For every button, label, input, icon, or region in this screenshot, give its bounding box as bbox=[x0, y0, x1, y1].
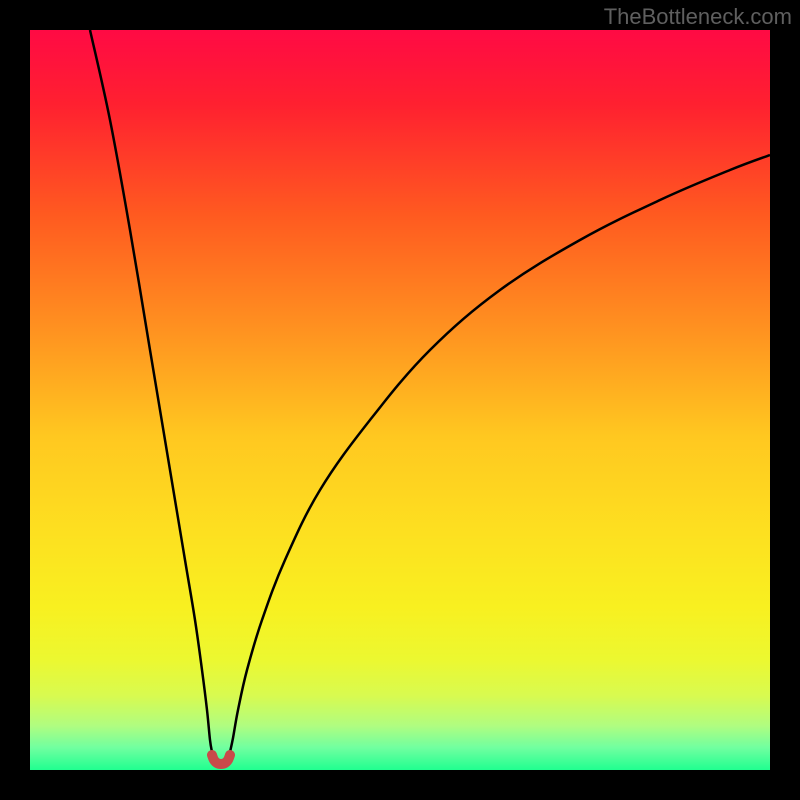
bottleneck-chart bbox=[30, 30, 770, 770]
chart-background bbox=[30, 30, 770, 770]
chart-plot-area bbox=[30, 30, 770, 770]
watermark-text: TheBottleneck.com bbox=[604, 4, 792, 30]
